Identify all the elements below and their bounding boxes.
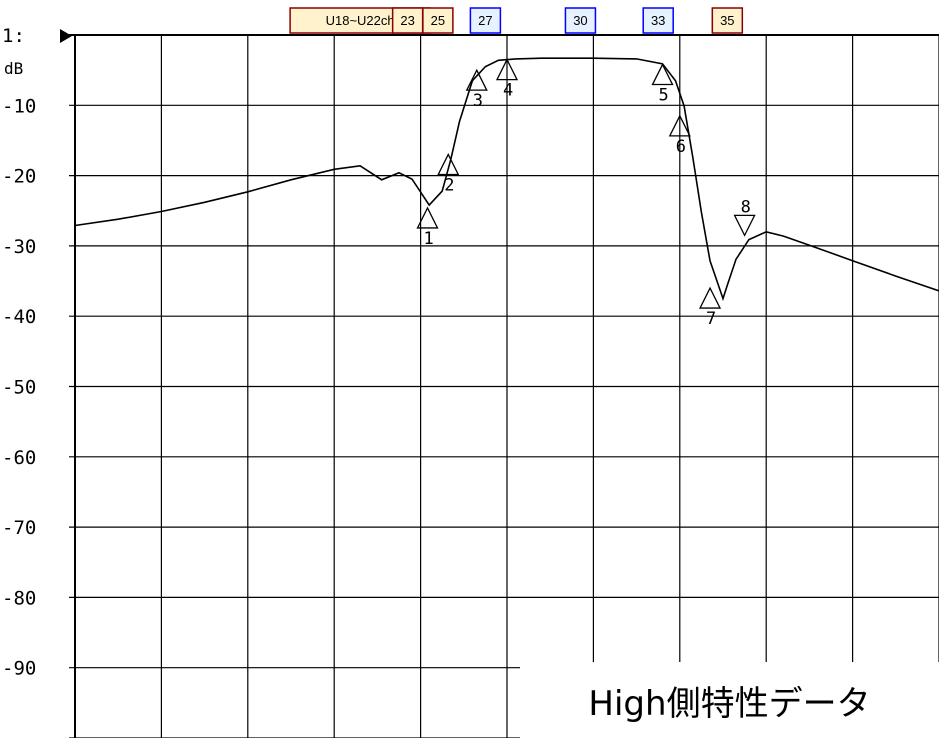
channel-labels: U18~U22ch 23 25 27 30 33 35 [289, 7, 744, 34]
markers: 1 2 34 5 6 7 8 [416, 58, 756, 329]
y-tick-label: -70 [2, 517, 36, 539]
y-reference-label: 1: [2, 25, 25, 47]
marker-2: 2 [437, 153, 460, 196]
marker-label: 5 [659, 86, 669, 106]
marker-1: 1 [416, 206, 439, 249]
channel-label: 33 [642, 7, 674, 34]
y-tick-label: -30 [2, 236, 36, 258]
channel-label-text: 35 [720, 13, 734, 28]
y-tick-label: -20 [2, 166, 36, 188]
channel-label-box [564, 7, 597, 34]
channel-label: 35 [711, 7, 744, 34]
marker-7: 7 [698, 286, 722, 329]
channel-label-text: 25 [431, 13, 445, 28]
y-tick-label: -90 [2, 658, 36, 680]
y-tick-label: -40 [2, 306, 36, 328]
marker-triangle-icon [465, 68, 488, 91]
channel-label: 25 [422, 7, 454, 34]
marker-label: 2 [444, 176, 454, 196]
channel-label: 23 [391, 7, 424, 34]
marker-triangle-icon [668, 114, 691, 137]
marker-5: 5 [651, 63, 674, 106]
y-unit-label: dB [4, 59, 23, 78]
marker-label: 8 [741, 197, 751, 217]
y-tick-labels: -10 -20 -30 -40 -50 -60 -70 -80 -90 [2, 95, 36, 679]
y-tick-label: -80 [2, 587, 36, 609]
channel-label-text: 30 [573, 13, 587, 28]
marker-triangle-icon [651, 63, 674, 86]
y-tick-label: -50 [2, 377, 36, 399]
marker-triangle-icon [437, 153, 460, 176]
marker-8: 8 [733, 197, 756, 237]
channel-label: 27 [469, 7, 502, 34]
channel-label: 30 [564, 7, 597, 34]
marker-3: 3 [465, 68, 488, 111]
marker-triangle-icon [416, 206, 439, 229]
marker-6: 6 [668, 114, 691, 157]
frequency-response-trace [74, 57, 939, 302]
reference-arrow-icon [60, 29, 72, 43]
marker-label: 7 [706, 309, 716, 329]
marker-triangle-icon [733, 214, 756, 237]
channel-label-box [642, 7, 674, 34]
marker-label: 6 [676, 137, 686, 157]
channel-label-box [711, 7, 744, 34]
channel-label-box [422, 7, 454, 34]
y-tick-label: -60 [2, 447, 36, 469]
channel-label-text: 27 [478, 13, 492, 28]
channel-label-text: 23 [400, 13, 414, 28]
y-axis: 1: dB [2, 25, 72, 78]
marker-label: 4 [503, 81, 513, 101]
channel-label-text: 33 [651, 13, 665, 28]
channel-label-box [469, 7, 502, 34]
chart-grid [69, 34, 939, 738]
chart-caption: High側特性データ [520, 662, 939, 738]
marker-label: 1 [424, 229, 434, 249]
marker-label: 3 [473, 91, 483, 111]
marker-triangle-icon [698, 286, 722, 309]
marker-4: 4 [495, 58, 519, 101]
channel-label-text: U18~U22ch [326, 13, 395, 28]
marker-triangle-icon [495, 58, 519, 81]
y-tick-label: -10 [2, 95, 36, 117]
channel-label-box [391, 7, 424, 34]
